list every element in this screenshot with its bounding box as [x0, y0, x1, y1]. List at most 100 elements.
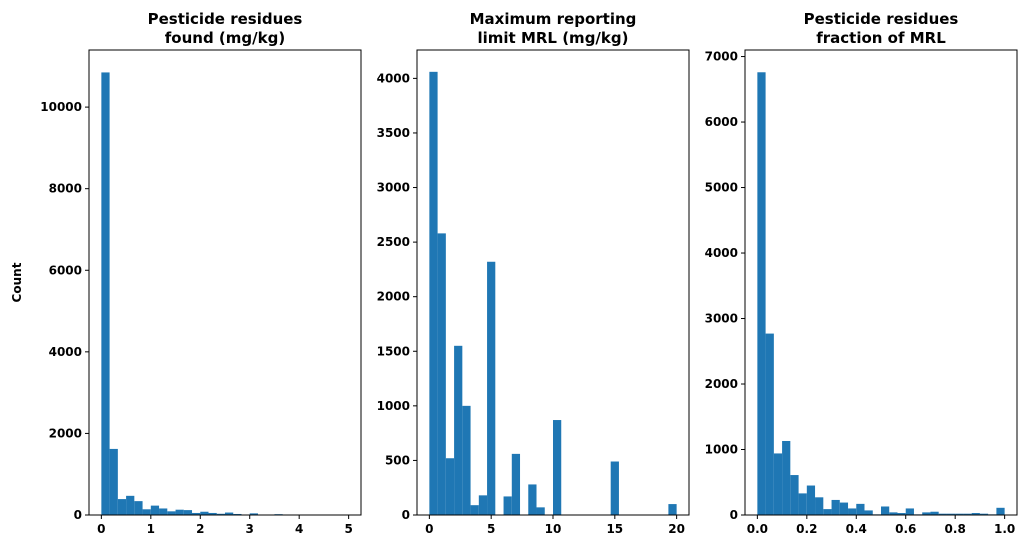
plot-frame — [88, 49, 362, 516]
y-tick-label: 10000 — [40, 100, 82, 114]
histogram-bar — [134, 501, 143, 515]
subplot-3: 0.0 0.2 0.4 0.6 0.8 1.0 0 1000 2000 3000 4000 5000 6… — [705, 10, 1018, 536]
y-tick-label: 7000 — [705, 50, 738, 64]
y-tick-label: 6000 — [49, 263, 82, 277]
histogram-bar — [445, 458, 455, 515]
histogram-bar — [159, 508, 168, 515]
histogram-bar — [815, 497, 824, 515]
histogram-bar — [806, 485, 816, 515]
x-tick-label: 5 — [344, 522, 352, 536]
x-tick-label: 0 — [97, 522, 105, 536]
histogram-bar — [454, 345, 463, 515]
y-tick-label: 4000 — [49, 345, 82, 359]
histogram-bar — [971, 513, 980, 515]
x-tick-label: 20 — [668, 522, 685, 536]
x-tick-label: 5 — [487, 522, 495, 536]
histogram-bar — [183, 510, 193, 515]
histogram-bar — [823, 509, 832, 515]
histogram-bar — [225, 512, 234, 515]
histogram-bar — [216, 513, 225, 515]
histogram-bar — [864, 510, 873, 515]
histogram-bar — [553, 420, 562, 515]
histogram-bar — [881, 506, 890, 515]
x-tick-label: 3 — [246, 522, 254, 536]
y-tick-label: 3500 — [377, 126, 410, 140]
y-axis-label: Count — [10, 262, 24, 302]
y-tick-label: 3000 — [705, 312, 738, 326]
y-tick-label: 1000 — [377, 399, 410, 413]
subplot-1: 0 1 2 3 4 5 0 2000 4000 6000 8000 10000 Pesticide re… — [10, 10, 362, 536]
histogram-bar — [955, 513, 964, 515]
x-tick-label: 1 — [147, 522, 155, 536]
histogram-bar — [101, 72, 110, 516]
chart-title: found (mg/kg) — [165, 29, 285, 47]
x-tick-label: 0.6 — [895, 522, 916, 536]
histogram-bar — [142, 509, 151, 515]
x-tick-label: 0.0 — [747, 522, 768, 536]
histogram-bar — [996, 507, 1005, 515]
y-tick-label: 1500 — [377, 344, 410, 358]
y-tick-label: 4000 — [705, 246, 738, 260]
x-tick-label: 0.4 — [846, 522, 867, 536]
histogram-bar — [233, 513, 242, 515]
histogram-bar — [192, 512, 201, 515]
histogram-bar — [208, 512, 217, 515]
y-tick-label: 500 — [385, 453, 410, 467]
chart-title: fraction of MRL — [816, 29, 946, 47]
histogram-bar — [511, 453, 521, 515]
y-tick-label: 0 — [730, 508, 738, 522]
histogram-bar — [503, 496, 512, 515]
histogram-bar — [856, 503, 865, 515]
histogram-bar — [848, 508, 857, 515]
histogram-bar — [126, 495, 135, 515]
histogram-bar — [668, 504, 677, 515]
histogram-bar — [249, 513, 258, 515]
x-tick-label: 0.2 — [796, 522, 817, 536]
y-tick-label: 4000 — [377, 71, 410, 85]
chart-title: Pesticide residues — [804, 10, 959, 28]
chart-title: limit MRL (mg/kg) — [478, 29, 629, 47]
histogram-bar — [946, 513, 956, 515]
histogram-bar — [478, 495, 488, 515]
histogram-bar — [167, 511, 176, 515]
histogram-bar — [109, 448, 118, 515]
x-tick-label: 0.8 — [945, 522, 966, 536]
x-tick-label: 1.0 — [994, 522, 1015, 536]
histogram-bar — [897, 513, 906, 515]
x-tick-label: 10 — [545, 522, 562, 536]
x-tick-label: 2 — [196, 522, 204, 536]
histogram-bar — [487, 261, 496, 515]
histogram-bar — [765, 333, 774, 515]
histogram-bar — [536, 507, 545, 515]
y-tick-label: 2000 — [705, 377, 738, 391]
histogram-bar — [930, 511, 939, 515]
plot-frame — [744, 49, 1018, 516]
histogram-bar — [773, 453, 783, 515]
y-tick-label: 2500 — [377, 235, 410, 249]
histogram-bar — [470, 505, 479, 515]
histogram-bar — [782, 440, 791, 515]
histogram-bar — [798, 493, 807, 515]
histogram-bar — [905, 508, 914, 515]
histogram-bar — [938, 513, 947, 515]
y-tick-label: 2000 — [377, 290, 410, 304]
histogram-bar — [610, 461, 619, 515]
histogram-bar — [437, 233, 446, 515]
y-tick-label: 0 — [402, 508, 410, 522]
histogram-bar — [462, 405, 471, 515]
histogram-bar — [757, 72, 766, 516]
histogram-bar — [922, 512, 931, 515]
histogram-bar — [117, 499, 127, 515]
histogram-bar — [889, 512, 898, 515]
histogram-bar — [528, 484, 537, 515]
chart-title: Maximum reporting — [470, 10, 637, 28]
subplot-2: 0 5 10 15 20 0 500 1000 1500 2000 2500 3000 3500 4000… — [377, 10, 690, 536]
chart-title: Pesticide residues — [148, 10, 303, 28]
histogram-bar — [839, 502, 849, 515]
histogram-bar — [790, 475, 799, 515]
histogram-bar — [175, 509, 184, 515]
histogram-bar — [150, 505, 160, 515]
y-tick-label: 0 — [74, 508, 82, 522]
y-tick-label: 2000 — [49, 426, 82, 440]
